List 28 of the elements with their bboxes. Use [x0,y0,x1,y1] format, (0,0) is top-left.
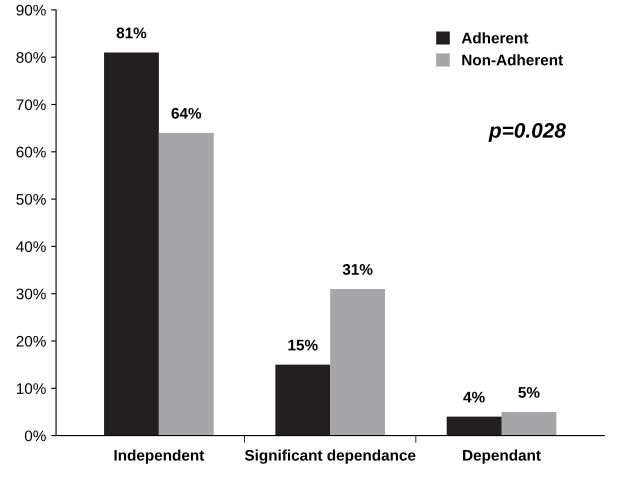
y-tick-label: 90% [16,4,46,16]
bar [158,132,214,436]
text: 15% [288,340,318,351]
legend-label: Non-Adherent [462,54,563,66]
legend-label: Adherent [462,32,528,44]
annotation: p=0.028 [488,123,566,142]
bar [502,412,556,436]
text: 4% [463,392,485,403]
y-tick-label: 20% [16,336,46,347]
y-tick-label: 40% [16,241,46,252]
bar [104,52,159,436]
y-tick-label: 80% [16,52,46,63]
y-tick-label: 60% [16,146,46,158]
text: 64% [172,108,202,119]
y-tick-label: 50% [16,194,46,205]
text: 5% [518,387,540,398]
text: 81% [116,28,146,38]
y-tick-label: 10% [16,383,46,394]
x-tick-label: Significant dependance [244,449,416,464]
bar [330,288,386,436]
bar [446,416,502,436]
x-tick-label: Dependant [463,449,541,464]
y-tick-label: 0% [24,430,46,442]
text: 31% [342,264,372,275]
y-tick-label: 70% [16,99,46,110]
bar [275,364,330,436]
y-tick-label: 30% [16,288,46,300]
x-tick-label: Independent [114,449,204,464]
